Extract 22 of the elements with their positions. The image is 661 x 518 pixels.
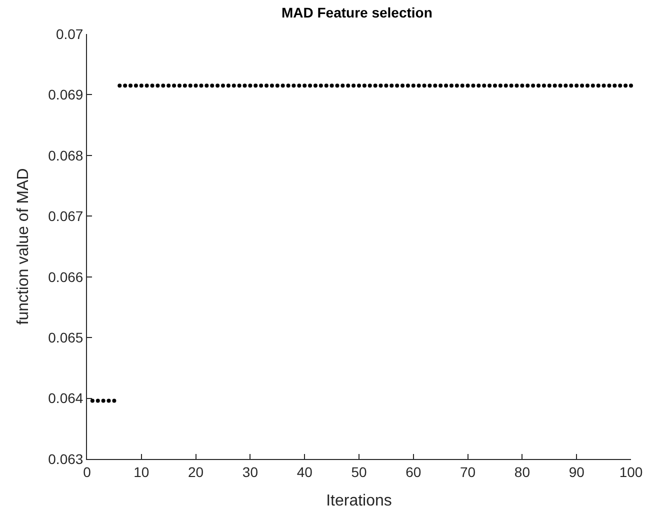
x-tick-label: 0 xyxy=(83,464,92,480)
x-tick-label: 10 xyxy=(134,464,150,480)
y-tick-label: 0.069 xyxy=(48,86,84,103)
y-tick-label: 0.07 xyxy=(56,26,84,42)
x-tick-label: 80 xyxy=(514,464,530,480)
x-tick-label: 60 xyxy=(406,464,422,480)
y-tick-label: 0.066 xyxy=(48,268,84,285)
x-tick-label: 40 xyxy=(296,464,313,480)
x-tick-label: 90 xyxy=(568,464,585,480)
y-tick-label: 0.068 xyxy=(48,147,84,164)
x-tick-label: 100 xyxy=(619,464,643,480)
x-tick-label: 30 xyxy=(242,464,258,480)
y-tick-label: 0.064 xyxy=(48,390,84,406)
x-axis-title: Iterations xyxy=(326,492,392,510)
x-tick-label: 70 xyxy=(460,464,476,480)
y-tick-label: 0.067 xyxy=(48,208,84,224)
y-axis-title: function value of MAD xyxy=(15,168,32,325)
x-tick-label: 50 xyxy=(351,464,367,480)
x-tick-label: 20 xyxy=(188,464,204,480)
chart-title: MAD Feature selection xyxy=(281,4,432,21)
y-tick-label: 0.063 xyxy=(48,450,84,467)
y-tick-label: 0.065 xyxy=(48,329,84,346)
